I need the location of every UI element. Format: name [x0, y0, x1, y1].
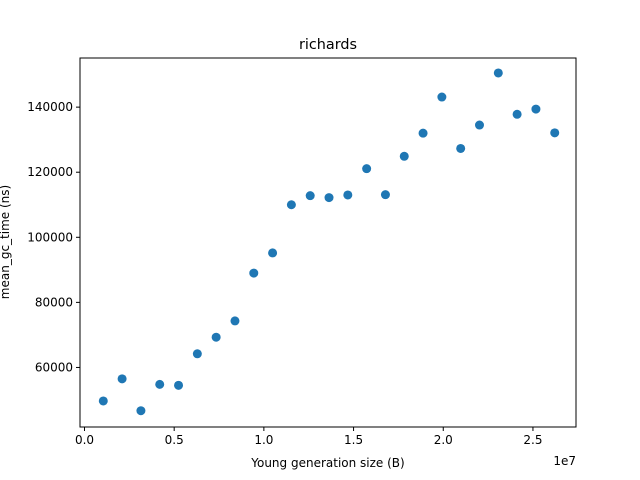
- y-tick-label: 140000: [27, 100, 73, 114]
- scatter-point: [136, 406, 146, 416]
- axis-ticks: 0.0 0.5 1.0 1.5 2.0 2.5 60000 80000 100000 120000…: [27, 100, 542, 447]
- y-tick-label: 60000: [35, 360, 73, 374]
- scatter-point: [230, 316, 240, 326]
- scatter-point: [418, 128, 428, 138]
- scatter-point: [493, 68, 503, 78]
- scatter-point: [474, 120, 484, 130]
- scatter-point: [437, 92, 447, 102]
- scatter-point: [174, 380, 184, 390]
- y-tick-label: 80000: [35, 295, 73, 309]
- scatter-point: [211, 332, 221, 342]
- scatter-point: [456, 143, 466, 153]
- x-tick-label: 0.5: [165, 433, 184, 447]
- scatter-point: [399, 151, 409, 161]
- x-tick-label: 0.0: [75, 433, 94, 447]
- data-points: [98, 68, 560, 416]
- y-tick-label: 120000: [27, 165, 73, 179]
- scatter-point: [192, 349, 202, 359]
- scatter-point: [305, 191, 315, 201]
- scatter-point: [362, 164, 372, 174]
- y-axis-label: mean_gc_time (ns): [0, 185, 12, 299]
- scatter-point: [343, 190, 353, 200]
- scatter-point: [268, 248, 278, 258]
- x-tick-label: 1.0: [254, 433, 273, 447]
- scatter-point: [249, 268, 259, 278]
- x-tick-label: 2.0: [434, 433, 453, 447]
- scatter-point: [117, 374, 127, 384]
- x-axis-offset-label: 1e7: [553, 454, 576, 468]
- scatter-point: [98, 396, 108, 406]
- scatter-point: [324, 193, 334, 203]
- y-tick-label: 100000: [27, 230, 73, 244]
- scatter-point: [531, 104, 541, 114]
- scatter-point: [550, 128, 560, 138]
- scatter-point: [380, 190, 390, 200]
- x-axis-label: Young generation size (B): [250, 456, 404, 470]
- plot-frame: [79, 57, 577, 428]
- x-tick-label: 2.5: [523, 433, 542, 447]
- scatter-point: [286, 200, 296, 210]
- x-tick-label: 1.5: [344, 433, 363, 447]
- chart-title: richards: [299, 37, 357, 53]
- scatter-point: [155, 379, 165, 389]
- scatter-point: [512, 109, 522, 119]
